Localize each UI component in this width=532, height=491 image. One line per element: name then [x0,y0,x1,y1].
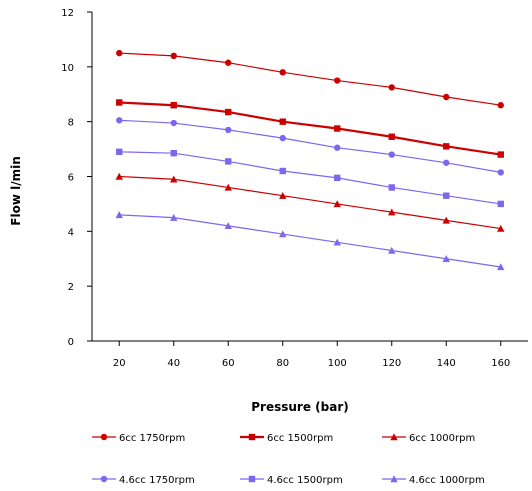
legend-item: 4.6cc 1500rpm [240,475,343,486]
data-point [334,77,341,84]
data-point [497,263,505,271]
data-point [100,475,108,483]
data-point [225,126,232,134]
data-point [225,158,232,165]
data-point [497,151,504,158]
x-tick-label: 140 [437,358,456,369]
series-layer [115,49,505,271]
data-point [442,255,450,262]
data-point [170,149,177,157]
data-point [443,143,450,150]
legend-item: 6cc 1750rpm [92,433,185,444]
data-point [279,118,286,125]
series [115,211,505,271]
legend-item: 4.6cc 1000rpm [382,475,485,486]
data-point [279,191,287,199]
data-point [279,69,286,76]
data-point [388,151,395,158]
data-point [390,433,398,441]
data-point [497,102,504,109]
y-tick-label: 0 [68,337,74,348]
data-point [279,167,286,175]
data-point [170,213,178,221]
data-point [390,475,398,483]
data-point [388,133,395,140]
series [116,117,504,176]
legend-item: 4.6cc 1750rpm [92,475,195,486]
data-point [334,174,341,182]
data-point [388,246,396,254]
data-point [116,148,123,156]
y-tick-label: 10 [61,63,74,74]
axes: 0 2 4 6 8 10 12 20 40 60 80 100 120 140 160 [61,8,528,369]
data-point [115,172,123,180]
data-point [116,49,123,57]
legend-label: 6cc 1500rpm [267,433,333,444]
x-tick-label: 20 [113,358,126,369]
data-point [388,184,395,191]
series-line [119,175,501,230]
data-point [497,224,505,232]
data-point [442,216,450,224]
data-point [225,108,232,116]
x-tick-label: 120 [382,358,401,369]
x-tick-label: 100 [328,358,347,369]
data-point [248,475,256,483]
data-point [279,134,286,142]
legend-label: 4.6cc 1500rpm [267,475,343,486]
x-tick-label: 160 [491,358,510,369]
y-axis-title: Flow l/min [9,156,23,225]
data-point [443,159,450,166]
series [116,148,504,208]
data-point [443,192,450,199]
y-tick-label: 2 [68,282,74,293]
legend-label: 6cc 1750rpm [119,433,185,444]
data-point [443,93,450,101]
data-point [279,230,287,238]
series [116,99,504,158]
data-point [224,183,232,191]
legend-item: 6cc 1000rpm [382,433,475,444]
data-point [333,200,341,208]
legend: 6cc 1750rpm 6cc 1500rpm 6cc 1000rpm 4.6cc 1… [92,433,485,486]
data-point [170,52,177,60]
y-tick-label: 4 [68,227,74,238]
data-point [115,211,123,219]
data-point [334,144,341,151]
data-point [388,84,395,91]
data-point [170,102,177,109]
legend-label: 4.6cc 1750rpm [119,475,195,486]
x-axis-title: Pressure (bar) [251,400,349,414]
series-line [119,214,501,268]
y-tick-label: 8 [68,118,74,129]
x-tick-label: 40 [167,358,180,369]
y-tick-label: 12 [61,8,74,19]
x-tick-label: 60 [222,358,235,369]
data-point [116,99,123,106]
series [115,172,505,232]
series-line [119,52,501,106]
data-point [497,200,504,208]
data-point [497,169,504,176]
legend-item: 6cc 1500rpm [240,433,333,444]
data-point [100,433,108,441]
series-line [119,151,501,205]
legend-label: 4.6cc 1000rpm [409,475,485,486]
data-point [334,125,341,132]
data-point [333,238,341,246]
series-line [119,119,501,173]
legend-label: 6cc 1000rpm [409,433,475,444]
data-point [388,208,396,216]
data-point [116,117,123,124]
data-point [170,119,177,127]
x-tick-label: 80 [276,358,289,369]
data-point [170,175,178,183]
data-point [248,433,256,441]
series [116,49,504,109]
series-line [119,101,501,156]
data-point [224,222,232,230]
y-tick-label: 6 [68,173,74,184]
data-point [225,59,232,66]
